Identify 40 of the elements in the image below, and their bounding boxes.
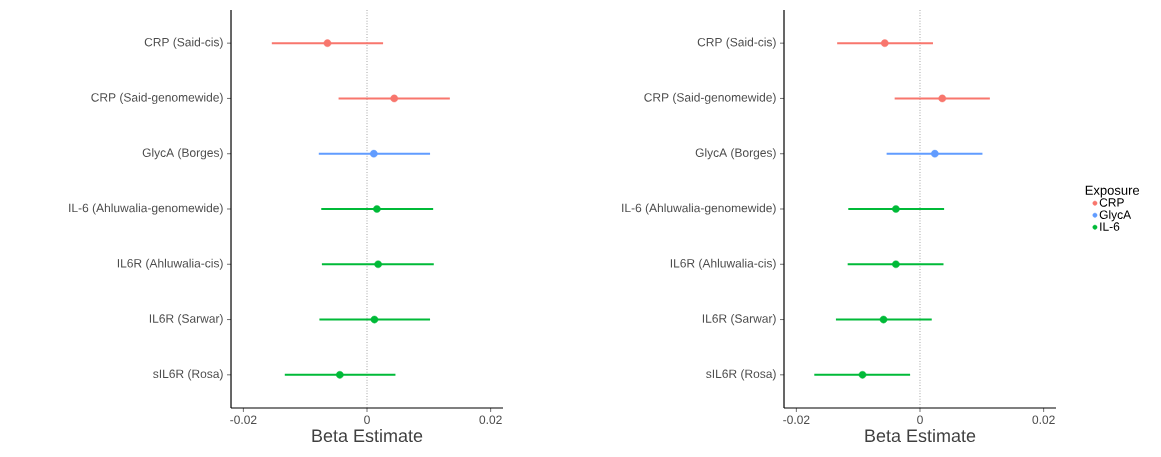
y-tick-label: IL-6 (Ahluwalia-genomewide) [622,203,776,215]
x-axis-title: Beta Estimate [312,428,423,443]
point [938,94,947,103]
y-tick-label: sIL6R (Rosa) [153,369,223,381]
legend-label: CRP [1099,198,1124,207]
y-tick-label: IL6R (Sarwar) [149,313,223,326]
y-tick-label: sIL6R (Rosa) [706,369,776,381]
legend-label: GlycA [1099,210,1132,222]
point [373,205,381,213]
y-tick-label: CRP (Said-genomewide) [644,92,776,105]
point [931,149,939,158]
legend-title: Exposure [1085,185,1140,198]
point [323,39,332,47]
y-tick-label: IL-6 (Ahluwalia-genomewide) [69,203,223,215]
x-axis-title: Beta Estimate [865,428,976,443]
y-tick-label: GlycA (Borges) [142,148,223,160]
point [370,149,378,158]
legend-label: IL-6 [1100,222,1120,231]
x-tick-label: 0 [917,415,923,425]
point [336,371,344,379]
y-tick-label: CRP (Said-cis) [144,37,223,49]
y-tick-label: IL6R (Sarwar) [702,313,776,326]
point [374,260,382,269]
x-tick-label: -0.02 [230,415,257,425]
y-tick-label: IL6R (Ahluwalia-cis) [117,258,223,270]
point [370,315,379,324]
point [858,371,867,379]
x-tick-label: 0 [364,415,370,425]
y-tick-label: CRP (Said-genomewide) [91,92,223,105]
x-tick-label: 0.02 [1032,415,1055,425]
point [879,315,888,324]
x-tick-label: 0.02 [479,415,502,425]
y-tick-label: CRP (Said-cis) [697,37,776,49]
y-tick-label: IL6R (Ahluwalia-cis) [670,258,776,270]
y-tick-label: GlycA (Borges) [695,148,776,160]
x-tick-label: -0.02 [783,415,810,425]
point [892,260,900,269]
point [390,94,399,103]
point [892,205,900,213]
point [880,39,889,47]
